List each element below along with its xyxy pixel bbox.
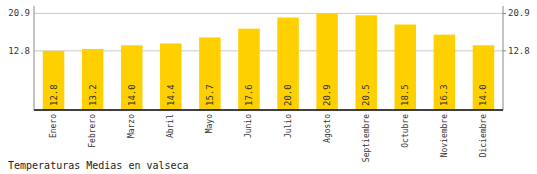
x-tick-label: Enero [49, 114, 58, 138]
chart-svg: 12.8 13.2 14.0 14.4 15.7 17.6 20.0 20.9 20.5 18.5… [0, 0, 537, 174]
y-tick-label: 20.9 [8, 8, 30, 18]
x-tick-label: Diciembre [479, 114, 488, 158]
data-label: 20.5 [361, 84, 371, 106]
data-label: 16.3 [439, 84, 449, 106]
chart-container: 12.8 13.2 14.0 14.4 15.7 17.6 20.0 20.9 20.5 18.5… [0, 0, 537, 174]
x-tick-label: Agosto [323, 114, 332, 143]
data-label: 15.7 [205, 84, 215, 106]
data-label: 14.4 [166, 84, 176, 106]
grid-line [34, 13, 503, 14]
x-axis-line [34, 109, 503, 111]
bar [43, 51, 64, 110]
bar [238, 29, 259, 110]
x-tick-label: Marzo [127, 114, 136, 138]
bar [277, 18, 298, 110]
bar [199, 37, 220, 110]
bar [434, 35, 455, 110]
data-label: 20.9 [322, 84, 332, 106]
bar [355, 15, 376, 110]
data-label: 13.2 [88, 84, 98, 106]
bar [473, 45, 494, 110]
bars [43, 13, 494, 110]
data-label: 20.0 [283, 84, 293, 106]
bar [82, 49, 103, 110]
bar [121, 45, 142, 110]
bar [160, 43, 181, 110]
y2-tick [503, 50, 506, 51]
bar [316, 13, 337, 110]
data-label: 18.5 [400, 84, 410, 106]
bar [395, 24, 416, 110]
grid-line [34, 50, 503, 51]
x-tick-label: Mayo [205, 114, 214, 133]
y2-tick-label: 20.9 [508, 8, 530, 18]
x-tick-label: Octubre [401, 114, 410, 148]
y-axis-line [34, 6, 35, 110]
title: Temperaturas Medias en valseca [8, 160, 189, 171]
data-label: 17.6 [244, 84, 254, 106]
x-tick-label: Abril [166, 114, 175, 138]
x-tick-label: Febrero [88, 114, 97, 148]
data-label: 14.0 [127, 84, 137, 106]
data-label: 12.8 [49, 84, 59, 106]
data-label: 14.0 [478, 84, 488, 106]
y2-tick [503, 13, 506, 14]
x-tick-label: Junio [244, 114, 253, 138]
x-tick-label: Noviembre [440, 114, 449, 158]
x-tick-label: Septiembre [362, 114, 371, 162]
y-tick-label: 12.8 [8, 46, 30, 56]
y2-axis-line [503, 6, 504, 110]
y2-tick-label: 12.8 [508, 46, 530, 56]
x-tick-label: Julio [284, 114, 293, 138]
